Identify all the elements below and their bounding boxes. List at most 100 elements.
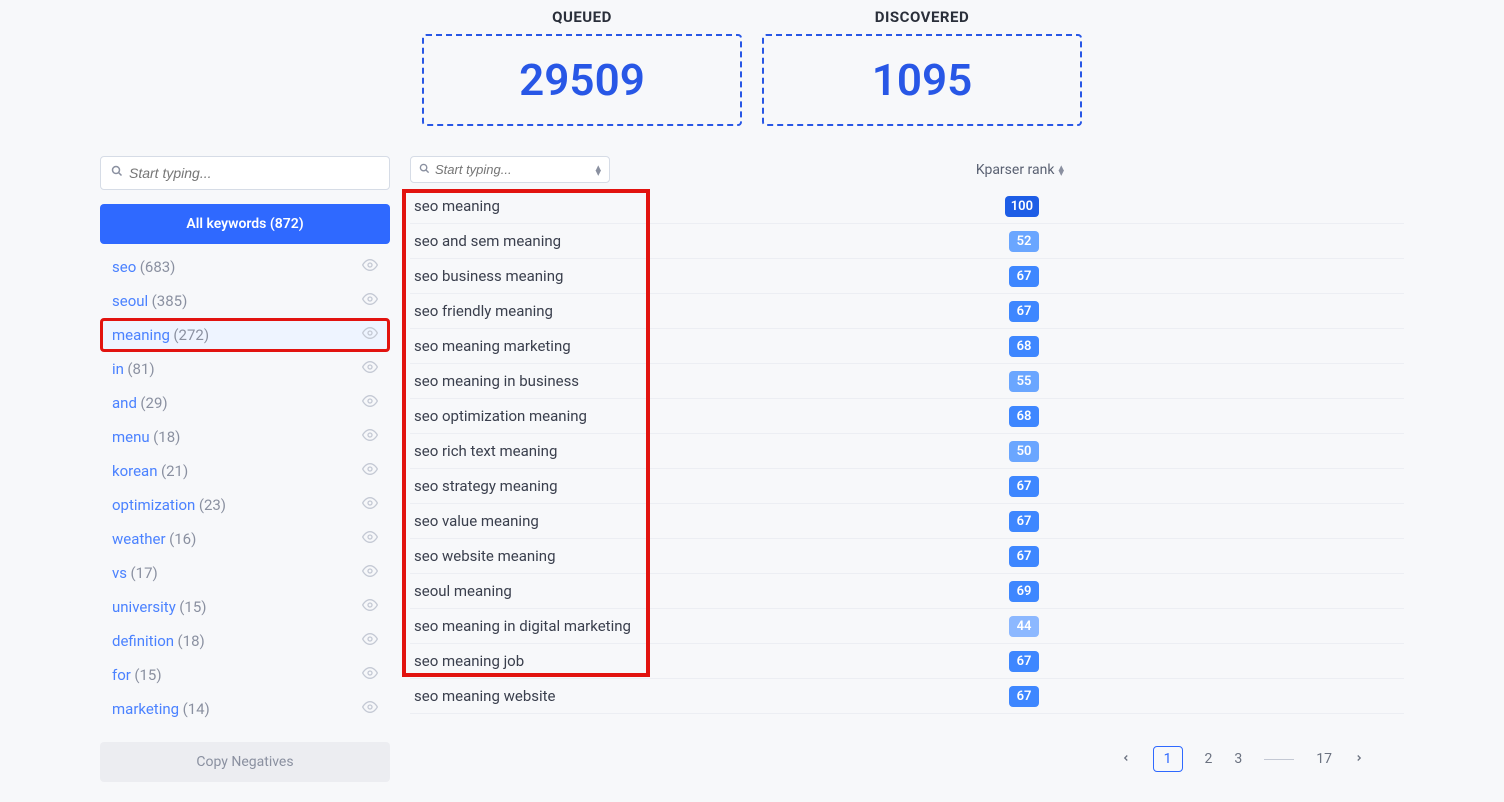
keyword-text: seoul meaning (410, 582, 512, 600)
table-row[interactable]: seo website meaning 67 (410, 539, 1404, 574)
keyword-count: (15) (179, 598, 206, 616)
keyword-count: (29) (140, 394, 167, 412)
next-page-button[interactable] (1354, 750, 1364, 769)
keyword-count: (18) (178, 632, 205, 650)
keyword-group-item[interactable]: optimization (23) (100, 488, 390, 522)
page-number-button[interactable]: 3 (1234, 751, 1242, 767)
keyword-count: (23) (199, 496, 226, 514)
table-row[interactable]: seo meaning website67 (410, 679, 1404, 714)
eye-icon[interactable] (362, 291, 378, 311)
all-keywords-button[interactable]: All keywords (872) (100, 204, 390, 244)
eye-icon[interactable] (362, 699, 378, 719)
keyword-label: seoul (112, 292, 148, 310)
keyword-group-item[interactable]: vs (17) (100, 556, 390, 590)
keyword-text: seo website meaning (410, 547, 556, 565)
eye-icon[interactable] (362, 529, 378, 549)
search-icon (419, 163, 430, 177)
keyword-group-item[interactable]: meaning (272) (100, 318, 390, 352)
rank-badge: 68 (1009, 406, 1039, 427)
keyword-count: (272) (173, 326, 209, 344)
keyword-group-item[interactable]: definition (18) (100, 624, 390, 658)
rank-badge: 67 (1009, 546, 1039, 567)
keyword-group-item[interactable]: and (29) (100, 386, 390, 420)
eye-icon[interactable] (362, 631, 378, 651)
table-row[interactable]: seo optimization meaning 68 (410, 399, 1404, 434)
keyword-group-item[interactable]: search (19) (100, 726, 390, 728)
main-search[interactable]: ▴▾ (410, 156, 610, 183)
rank-column-header[interactable]: Kparser rank ▴▾ (976, 162, 1064, 178)
eye-icon[interactable] (362, 393, 378, 413)
table-row[interactable]: seo rich text meaning50 (410, 434, 1404, 469)
page-number-button[interactable]: 2 (1205, 751, 1213, 767)
eye-icon[interactable] (362, 665, 378, 685)
content-row: All keywords (872) seo (683)seoul (385)m… (0, 156, 1504, 782)
keyword-label: and (112, 394, 137, 412)
keyword-count: (81) (127, 360, 154, 378)
sort-icon[interactable]: ▴▾ (595, 165, 601, 175)
eye-icon[interactable] (362, 461, 378, 481)
table-row[interactable]: seo business meaning 67 (410, 259, 1404, 294)
keyword-label: university (112, 598, 176, 616)
keyword-count: (14) (183, 700, 210, 718)
table-row[interactable]: seo meaning100 (410, 189, 1404, 224)
eye-icon[interactable] (362, 495, 378, 515)
keyword-group-item[interactable]: korean (21) (100, 454, 390, 488)
page-root: QUEUED 29509 DISCOVERED 1095 All keyword… (0, 0, 1504, 802)
keyword-label: seo (112, 258, 136, 276)
keyword-group-item[interactable]: marketing (14) (100, 692, 390, 726)
keyword-label: weather (112, 530, 166, 548)
keyword-label: for (112, 666, 131, 684)
keyword-text: seo meaning website (410, 687, 556, 705)
table-row[interactable]: seo and sem meaning52 (410, 224, 1404, 259)
prev-page-button[interactable] (1121, 750, 1131, 769)
last-page-button[interactable]: 17 (1316, 751, 1332, 767)
table-row[interactable]: seo meaning job67 (410, 644, 1404, 679)
keyword-group-item[interactable]: weather (16) (100, 522, 390, 556)
keyword-group-item[interactable]: for (15) (100, 658, 390, 692)
keyword-group-item[interactable]: in (81) (100, 352, 390, 386)
stat-queued-value: 29509 (422, 34, 742, 126)
keyword-text: seo business meaning (410, 267, 563, 285)
eye-icon[interactable] (362, 325, 378, 345)
stats-row: QUEUED 29509 DISCOVERED 1095 (0, 0, 1504, 156)
rank-badge: 67 (1009, 301, 1039, 322)
sidebar-search-input[interactable] (129, 165, 379, 181)
table-row[interactable]: seo meaning in business55 (410, 364, 1404, 399)
stat-queued: QUEUED 29509 (422, 8, 742, 126)
keyword-count: (18) (153, 428, 180, 446)
keyword-text: seo rich text meaning (410, 442, 557, 460)
copy-negatives-button[interactable]: Copy Negatives (100, 742, 390, 782)
keyword-count: (683) (140, 258, 176, 276)
pagination-ellipsis (1264, 759, 1294, 760)
table-row[interactable]: seo meaning marketing68 (410, 329, 1404, 364)
eye-icon[interactable] (362, 427, 378, 447)
sidebar: All keywords (872) seo (683)seoul (385)m… (100, 156, 390, 782)
keyword-label: marketing (112, 700, 179, 718)
page-number-button[interactable]: 1 (1153, 746, 1183, 772)
main-search-input[interactable] (435, 162, 595, 177)
keyword-text: seo meaning in digital marketing (410, 617, 631, 635)
table-row[interactable]: seo strategy meaning67 (410, 469, 1404, 504)
table-row[interactable]: seo meaning in digital marketing44 (410, 609, 1404, 644)
table-row[interactable]: seo friendly meaning67 (410, 294, 1404, 329)
sidebar-search[interactable] (100, 156, 390, 190)
keyword-group-item[interactable]: seo (683) (100, 250, 390, 284)
keyword-text: seo meaning marketing (410, 337, 571, 355)
table-row[interactable]: seoul meaning69 (410, 574, 1404, 609)
sort-icon[interactable]: ▴▾ (1058, 165, 1064, 175)
eye-icon[interactable] (362, 257, 378, 277)
table-row[interactable]: seo value meaning67 (410, 504, 1404, 539)
keyword-label: meaning (112, 326, 170, 344)
eye-icon[interactable] (362, 563, 378, 583)
eye-icon[interactable] (362, 597, 378, 617)
keyword-label: menu (112, 428, 150, 446)
keyword-group-item[interactable]: seoul (385) (100, 284, 390, 318)
keyword-group-item[interactable]: university (15) (100, 590, 390, 624)
keyword-text: seo optimization meaning (410, 407, 587, 425)
eye-icon[interactable] (362, 359, 378, 379)
rank-badge: 52 (1009, 231, 1039, 252)
keyword-group-item[interactable]: menu (18) (100, 420, 390, 454)
rank-badge: 67 (1009, 266, 1039, 287)
keyword-group-list[interactable]: seo (683)seoul (385)meaning (272)in (81)… (100, 250, 390, 728)
rank-badge: 100 (1005, 196, 1039, 217)
